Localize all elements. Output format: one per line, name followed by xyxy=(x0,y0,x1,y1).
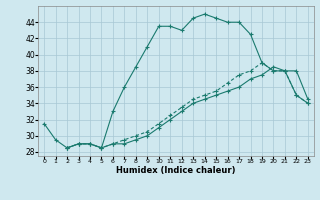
X-axis label: Humidex (Indice chaleur): Humidex (Indice chaleur) xyxy=(116,166,236,175)
